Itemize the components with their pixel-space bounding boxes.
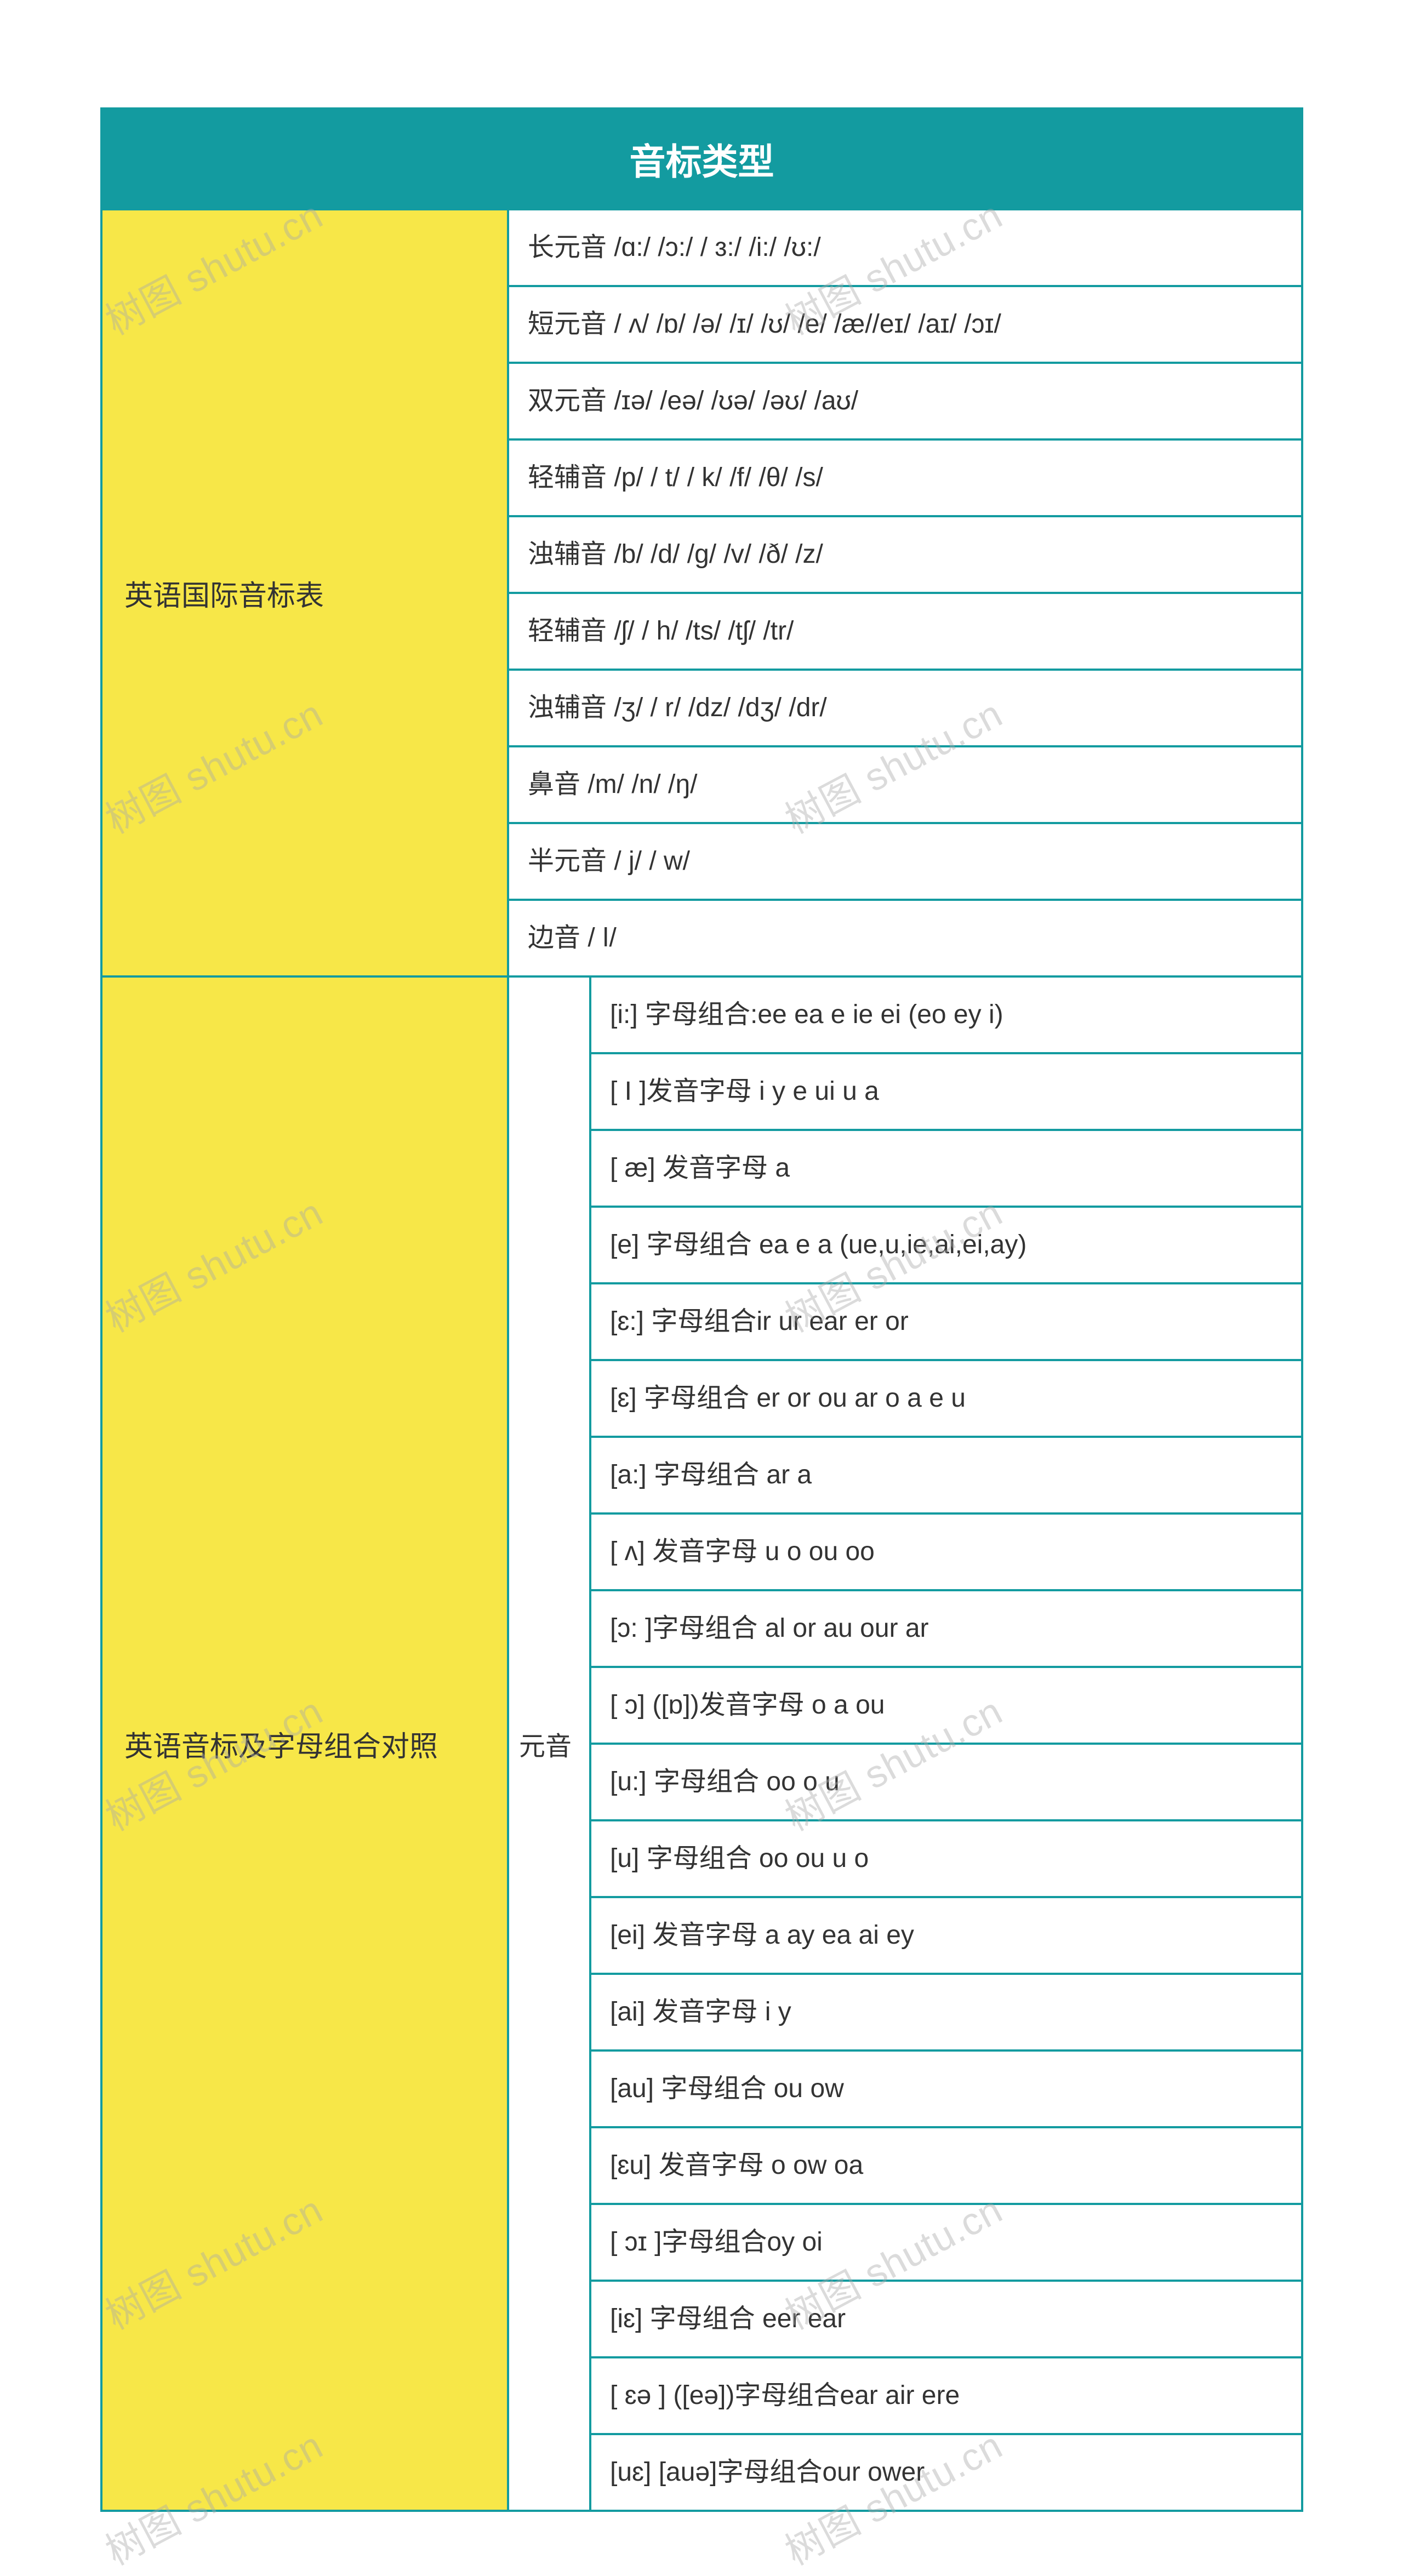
item-cell: [ai] 发音字母 i y <box>591 1975 1301 2052</box>
item-cell: [ ɔɪ ]字母组合oy oi <box>591 2205 1301 2282</box>
header-title: 音标类型 <box>630 141 774 182</box>
item-cell: [a:] 字母组合 ar a <box>591 1438 1301 1515</box>
item-cell: [i:] 字母组合:ee ea e ie ei (eo ey i) <box>591 978 1301 1054</box>
section-sublabel-vowel: 元音 <box>509 978 591 2510</box>
table-header: 音标类型 <box>102 110 1301 210</box>
item-cell: [ɔ: ]字母组合 al or au our ar <box>591 1591 1301 1668</box>
item-cell: [ ʌ] 发音字母 u o ou oo <box>591 1515 1301 1591</box>
section-items-letters: [i:] 字母组合:ee ea e ie ei (eo ey i) [ I ]发… <box>591 978 1301 2510</box>
item-cell: [u:] 字母组合 oo o u <box>591 1745 1301 1821</box>
item-cell: [ei] 发音字母 a ay ea ai ey <box>591 1898 1301 1975</box>
item-cell: 双元音 /ɪə/ /eə/ /ʊə/ /əʊ/ /aʊ/ <box>509 364 1301 441</box>
item-cell: [ I ]发音字母 i y e ui u a <box>591 1054 1301 1131</box>
item-cell: 轻辅音 /ʃ/ / h/ /ts/ /tʃ/ /tr/ <box>509 594 1301 671</box>
item-cell: 边音 / ǀ/ <box>509 901 1301 975</box>
section-label-text: 英语音标及字母组合对照 <box>124 1723 438 1764</box>
item-cell: [ æ] 发音字母 a <box>591 1131 1301 1208</box>
item-cell: [uɛ] [auə]字母组合our ower <box>591 2435 1301 2510</box>
section-label-text: 英语国际音标表 <box>124 573 324 614</box>
item-cell: 长元音 /ɑ:/ /ɔ:/ / ɜ:/ /i:/ /ʊ:/ <box>509 210 1301 287</box>
section-sublabel-text: 元音 <box>519 1724 572 1763</box>
item-cell: [u] 字母组合 oo ou u o <box>591 1821 1301 1898</box>
item-cell: [ɛu] 发音字母 o ow oa <box>591 2128 1301 2205</box>
item-cell: [iɛ] 字母组合 eer ear <box>591 2282 1301 2358</box>
item-cell: [ɛ:] 字母组合ir ur ear er or <box>591 1284 1301 1361</box>
item-cell: 鼻音 /m/ /n/ /ŋ/ <box>509 747 1301 824</box>
item-cell: [au] 字母组合 ou ow <box>591 2052 1301 2128</box>
section-items-ipa: 长元音 /ɑ:/ /ɔ:/ / ɜ:/ /i:/ /ʊ:/ 短元音 / ʌ/ /… <box>509 210 1301 975</box>
item-cell: 浊辅音 /ʒ/ / r/ /dz/ /dʒ/ /dr/ <box>509 671 1301 747</box>
item-cell: 轻辅音 /p/ / t/ / k/ /f/ /θ/ /s/ <box>509 441 1301 517</box>
item-cell: [ɛ] 字母组合 er or ou ar o a e u <box>591 1361 1301 1438</box>
section-row-ipa: 英语国际音标表 长元音 /ɑ:/ /ɔ:/ / ɜ:/ /i:/ /ʊ:/ 短元… <box>102 210 1301 978</box>
item-cell: 浊辅音 /b/ /d/ /g/ /v/ /ð/ /z/ <box>509 517 1301 594</box>
section-label-letters: 英语音标及字母组合对照 <box>102 978 509 2510</box>
section-row-letters: 英语音标及字母组合对照 元音 [i:] 字母组合:ee ea e ie ei (… <box>102 978 1301 2510</box>
phonetic-table: 音标类型 英语国际音标表 长元音 /ɑ:/ /ɔ:/ / ɜ:/ /i:/ /ʊ… <box>100 107 1303 2512</box>
item-cell: [ ɛə ] ([eə])字母组合ear air ere <box>591 2358 1301 2435</box>
item-cell: [ ɔ] ([ɒ])发音字母 o a ou <box>591 1668 1301 1745</box>
item-cell: 短元音 / ʌ/ /ɒ/ /ə/ /ɪ/ /ʊ/ /e/ /æ//eɪ/ /aɪ… <box>509 287 1301 364</box>
section-label-ipa: 英语国际音标表 <box>102 210 509 975</box>
item-cell: [e] 字母组合 ea e a (ue,u,ie,ai,ei,ay) <box>591 1208 1301 1284</box>
item-cell: 半元音 / j/ / w/ <box>509 824 1301 901</box>
